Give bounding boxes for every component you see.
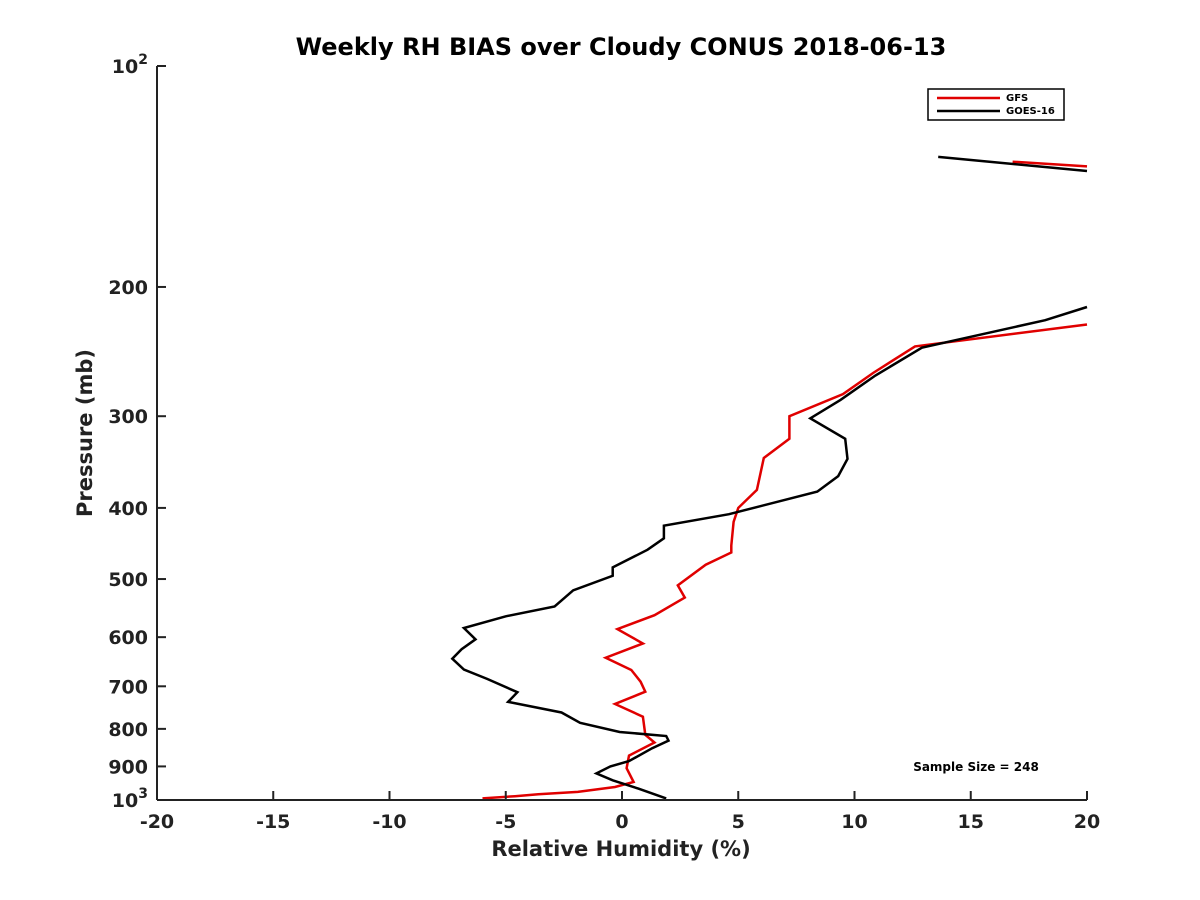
y-tick-label: 900 bbox=[108, 756, 148, 778]
y-tick-label: 700 bbox=[108, 676, 148, 698]
sample-size-annotation: Sample Size = 248 bbox=[913, 760, 1039, 774]
series-layer bbox=[450, 155, 1088, 800]
legend: GFS GOES-16 bbox=[927, 88, 1065, 121]
legend-label-gfs: GFS bbox=[1006, 93, 1028, 104]
y-tick-label: 102 bbox=[112, 52, 148, 78]
y-tick-label: 400 bbox=[108, 498, 148, 520]
chart-title: Weekly RH BIAS over Cloudy CONUS 2018-06… bbox=[296, 33, 947, 61]
y-tick-label: 103 bbox=[112, 786, 148, 812]
x-tick-label: 10 bbox=[841, 811, 867, 833]
series-line-gfs-1 bbox=[482, 323, 1088, 800]
x-tick-label: -15 bbox=[256, 811, 290, 833]
x-tick-label: 15 bbox=[958, 811, 984, 833]
series-line-goes16-0 bbox=[938, 155, 1088, 173]
x-axis-label: Relative Humidity (%) bbox=[491, 837, 750, 861]
x-tick-label: -10 bbox=[372, 811, 406, 833]
series-line-gfs-0 bbox=[1012, 160, 1088, 168]
y-tick-label: 600 bbox=[108, 627, 148, 649]
series-line-goes16-1 bbox=[450, 305, 1088, 800]
y-axis-label: Pressure (mb) bbox=[73, 349, 97, 517]
x-tick-label: -20 bbox=[140, 811, 174, 833]
y-ticks: 102 200 300 400 500 600 700 800 900 103 bbox=[108, 52, 166, 812]
y-tick-label: 200 bbox=[108, 277, 148, 299]
x-tick-label: 20 bbox=[1074, 811, 1100, 833]
x-ticks: -20 -15 -10 -5 0 5 10 15 20 bbox=[140, 791, 1100, 833]
x-tick-label: 5 bbox=[732, 811, 745, 833]
legend-box bbox=[927, 88, 1065, 121]
y-tick-label: 500 bbox=[108, 569, 148, 591]
y-tick-label: 300 bbox=[108, 406, 148, 428]
legend-label-goes16: GOES-16 bbox=[1006, 106, 1055, 117]
y-tick-label: 800 bbox=[108, 719, 148, 741]
x-tick-label: 0 bbox=[615, 811, 628, 833]
x-tick-label: -5 bbox=[495, 811, 516, 833]
